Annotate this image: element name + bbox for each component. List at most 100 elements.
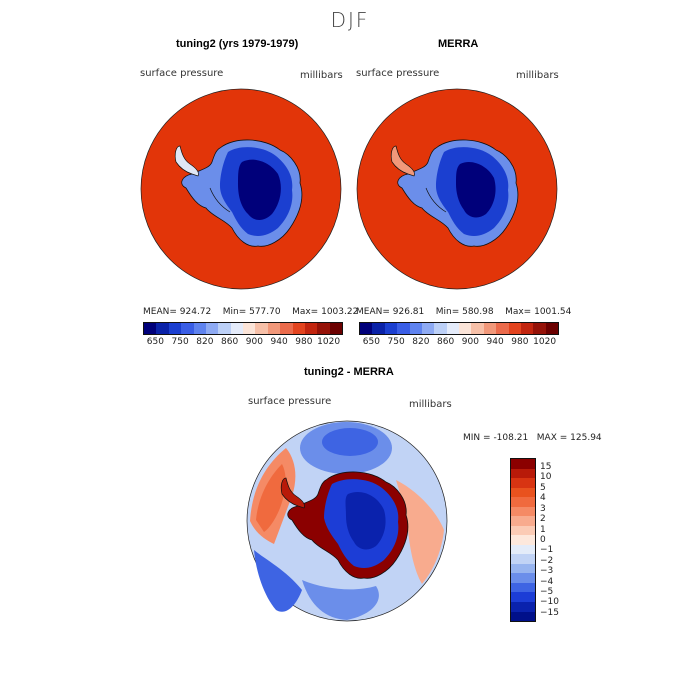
colorbar-swatch <box>511 535 535 545</box>
colorbar-swatch <box>360 323 373 334</box>
diff-polar-map <box>246 420 448 622</box>
colorbar-tick-label: −15 <box>540 607 559 618</box>
panel1-min-label: Min= <box>222 307 247 317</box>
colorbar-swatch <box>280 323 293 334</box>
diff-title: tuning2 - MERRA <box>304 366 394 378</box>
panel1-peninsula <box>174 145 199 177</box>
panel2-max-value: 1001.54 <box>534 307 572 317</box>
colorbar-tick-label: −1 <box>540 545 554 556</box>
colorbar-tick-label: 980 <box>511 337 529 347</box>
panel2-min-value: 580.98 <box>462 307 494 317</box>
colorbar-swatch <box>496 323 509 334</box>
colorbar-tick-label: 860 <box>437 337 455 347</box>
diff-min-value: -108.21 <box>493 433 529 443</box>
panel1-min-value: 577.70 <box>249 307 281 317</box>
panel2-variable: surface pressure <box>356 68 440 79</box>
panel1-colorbar-ticks: 650 750 820 860 900 940 980 1020 <box>143 337 353 347</box>
colorbar-tick-label: 1020 <box>533 337 557 347</box>
colorbar-tick-label: 10 <box>540 472 552 483</box>
diff-max-value: 125.94 <box>570 433 602 443</box>
panel1-max-label: Max= <box>292 307 319 317</box>
colorbar-tick-label: 650 <box>146 337 164 347</box>
colorbar-tick-label: 1 <box>540 524 546 535</box>
diff-east-positive <box>396 480 444 584</box>
panel1-variable: surface pressure <box>140 68 224 79</box>
colorbar-swatch <box>218 323 231 334</box>
colorbar-swatch <box>511 582 535 593</box>
diff-ring-north-core <box>322 428 378 456</box>
colorbar-swatch <box>508 323 521 334</box>
diff-southwest-negative <box>254 550 302 612</box>
panel2-units: millibars <box>516 70 559 81</box>
panel1-mean-label: MEAN= <box>143 307 177 317</box>
colorbar-swatch <box>156 323 169 334</box>
colorbar-tick-label: 980 <box>295 337 313 347</box>
colorbar-swatch <box>168 323 182 334</box>
colorbar-swatch <box>511 468 535 479</box>
colorbar-tick-label: −4 <box>540 576 554 587</box>
panel1-mean-value: 924.72 <box>179 307 212 317</box>
panel2-colorbar-ticks: 650 750 820 860 900 940 980 1020 <box>359 337 569 347</box>
colorbar-swatch <box>511 459 535 469</box>
diff-max-label: MAX = <box>536 433 568 443</box>
colorbar-swatch <box>267 323 281 334</box>
colorbar-tick-label: 650 <box>362 337 380 347</box>
colorbar-swatch <box>511 601 535 612</box>
panel2-mean-value: 926.81 <box>392 307 425 317</box>
colorbar-tick-label: 820 <box>196 337 214 347</box>
colorbar-swatch <box>511 573 535 583</box>
colorbar-swatch <box>317 323 330 334</box>
colorbar-swatch <box>384 323 398 334</box>
colorbar-swatch <box>243 323 256 334</box>
panel2-peninsula <box>390 145 415 177</box>
colorbar-swatch <box>372 323 385 334</box>
colorbar-tick-label: 860 <box>221 337 239 347</box>
colorbar-swatch <box>230 323 243 334</box>
panel2-max-label: Max= <box>505 307 532 317</box>
panel1-stats: MEAN= 924.72 Min= 577.70 Max= 1003.22 <box>143 307 358 317</box>
colorbar-swatch <box>255 323 268 334</box>
colorbar-swatch <box>446 323 459 334</box>
colorbar-swatch <box>144 323 157 334</box>
diff-peninsula <box>280 477 305 509</box>
panel2-stats: MEAN= 926.81 Min= 580.98 Max= 1001.54 <box>356 307 571 317</box>
diff-min-label: MIN = <box>463 433 491 443</box>
diff-units: millibars <box>409 399 452 410</box>
colorbar-tick-label: 4 <box>540 493 546 504</box>
colorbar-swatch <box>511 487 535 498</box>
colorbar-tick-label: 1020 <box>317 337 341 347</box>
colorbar-tick-label: −3 <box>540 566 554 577</box>
colorbar-tick-label: 900 <box>461 337 479 347</box>
colorbar-swatch <box>181 323 194 334</box>
colorbar-tick-label: −5 <box>540 587 554 598</box>
colorbar-swatch <box>304 323 318 334</box>
colorbar-swatch <box>511 497 535 507</box>
panel2-polar-map <box>356 88 558 290</box>
colorbar-swatch <box>511 478 535 488</box>
panel1-polar-map <box>140 88 342 290</box>
diff-antarctica-core <box>345 491 386 550</box>
panel1-max-value: 1003.22 <box>321 307 359 317</box>
diff-colorbar-ticks: 15 10 5 4 3 2 1 0 −1 −2 −3 −4 −5 −10 −15 <box>540 462 559 618</box>
colorbar-tick-label: 900 <box>245 337 263 347</box>
colorbar-swatch <box>511 611 535 622</box>
colorbar-swatch <box>483 323 497 334</box>
colorbar-swatch <box>193 323 206 334</box>
diff-stats: MIN = -108.21 MAX = 125.94 <box>463 433 602 443</box>
colorbar-swatch <box>545 323 558 334</box>
colorbar-swatch <box>397 323 410 334</box>
panel2-mean-label: MEAN= <box>356 307 390 317</box>
colorbar-swatch <box>511 516 535 526</box>
colorbar-tick-label: −2 <box>540 555 554 566</box>
colorbar-tick-label: 940 <box>270 337 288 347</box>
diff-variable: surface pressure <box>248 396 332 407</box>
colorbar-swatch <box>511 525 535 536</box>
panel1-title: tuning2 (yrs 1979-1979) <box>176 38 299 50</box>
figure-title: DJF <box>330 8 370 32</box>
panel1-weddell-coast <box>209 187 231 213</box>
panel2-title: MERRA <box>438 38 479 50</box>
colorbar-tick-label: 750 <box>171 337 189 347</box>
colorbar-tick-label: 940 <box>486 337 504 347</box>
panel1-antarctica-core <box>238 159 281 220</box>
colorbar-swatch <box>533 323 546 334</box>
